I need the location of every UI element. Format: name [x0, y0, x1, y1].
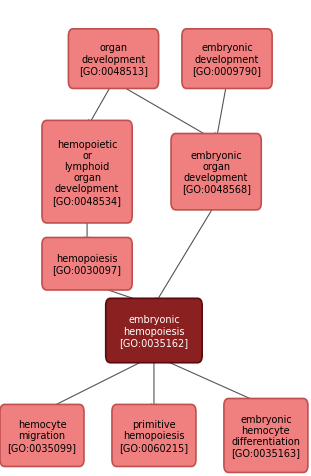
FancyBboxPatch shape	[224, 399, 308, 472]
Text: hemocyte
migration
[GO:0035099]: hemocyte migration [GO:0035099]	[7, 419, 77, 452]
Text: primitive
hemopoiesis
[GO:0060215]: primitive hemopoiesis [GO:0060215]	[119, 419, 188, 452]
Text: hemopoiesis
[GO:0030097]: hemopoiesis [GO:0030097]	[53, 254, 122, 275]
FancyBboxPatch shape	[182, 30, 272, 89]
FancyBboxPatch shape	[68, 30, 159, 89]
FancyBboxPatch shape	[112, 405, 196, 466]
Text: embryonic
hemocyte
differentiation
[GO:0035163]: embryonic hemocyte differentiation [GO:0…	[231, 414, 300, 457]
Text: embryonic
hemopoiesis
[GO:0035162]: embryonic hemopoiesis [GO:0035162]	[119, 315, 188, 347]
FancyBboxPatch shape	[42, 238, 132, 290]
FancyBboxPatch shape	[171, 134, 261, 210]
Text: organ
development
[GO:0048513]: organ development [GO:0048513]	[79, 43, 148, 76]
Text: embryonic
organ
development
[GO:0048568]: embryonic organ development [GO:0048568]	[182, 150, 251, 194]
Text: hemopoietic
or
lymphoid
organ
development
[GO:0048534]: hemopoietic or lymphoid organ developmen…	[53, 139, 122, 205]
FancyBboxPatch shape	[42, 121, 132, 224]
FancyBboxPatch shape	[106, 299, 202, 363]
FancyBboxPatch shape	[0, 405, 84, 466]
Text: embryonic
development
[GO:0009790]: embryonic development [GO:0009790]	[193, 43, 262, 76]
